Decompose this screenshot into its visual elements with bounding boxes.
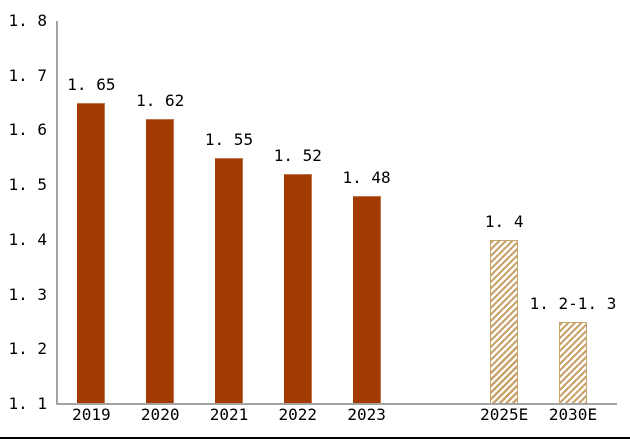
value-label-2020: 1. 62: [136, 91, 185, 111]
y-tick-label-1.6: 1. 6: [8, 120, 47, 140]
value-label-2022: 1. 52: [273, 146, 322, 166]
bar-2021: [215, 157, 243, 403]
x-axis-line: [56, 403, 617, 405]
x-axis-label-2020: 2020: [140, 405, 180, 424]
y-tick-label-1.7: 1. 7: [8, 65, 47, 85]
x-axis-label-2030E: 2030E: [548, 405, 598, 424]
bar-2019: [77, 103, 106, 403]
x-axis-label-2025E: 2025E: [480, 405, 529, 424]
x-axis-label-2022: 2022: [278, 405, 318, 424]
y-axis-line: [56, 21, 58, 404]
y-tick-label-1.8: 1. 8: [8, 11, 47, 30]
value-label-2023: 1. 48: [342, 168, 391, 188]
bar-2025E: [490, 239, 519, 403]
value-label-2025E: 1. 4: [484, 211, 524, 231]
x-axis-label-2021: 2021: [209, 405, 249, 424]
value-label-2030E: 1. 2-1. 3: [529, 293, 617, 313]
x-axis-label-2023: 2023: [347, 405, 386, 424]
bar-2022: [283, 174, 312, 403]
value-label-2021: 1. 55: [204, 129, 254, 149]
bottom-border-line: [0, 437, 630, 439]
y-tick-label-1.4: 1. 4: [8, 229, 47, 249]
bar-2020: [146, 119, 175, 403]
y-tick-label-1.1: 1. 1: [8, 394, 47, 413]
y-tick-label-1.5: 1. 5: [8, 175, 47, 195]
bar-2030E: [559, 321, 587, 403]
value-label-2019: 1. 65: [67, 75, 116, 95]
y-tick-label-1.3: 1. 3: [8, 284, 47, 304]
bar-2023: [352, 196, 381, 403]
y-tick-label-1.2: 1. 2: [8, 339, 47, 359]
x-axis-label-2019: 2019: [72, 405, 111, 424]
